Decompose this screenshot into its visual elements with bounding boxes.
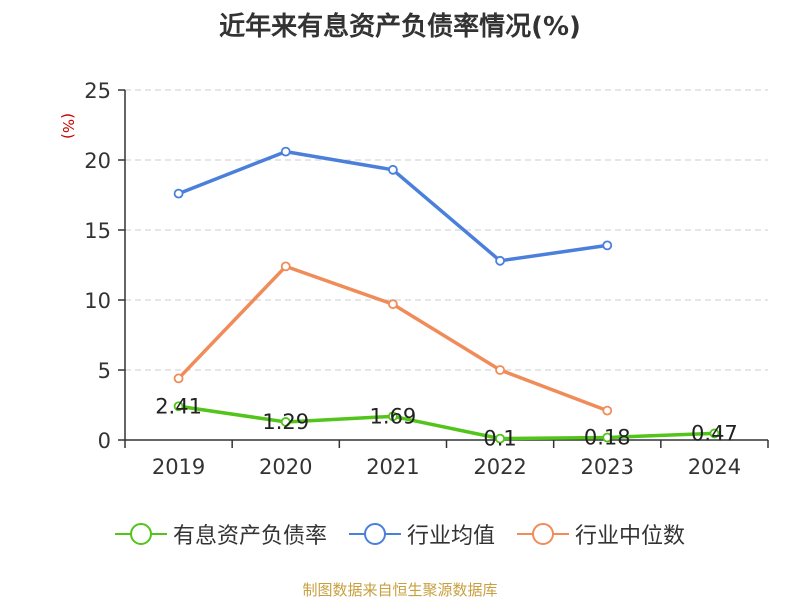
data-label: 0.18 [584,425,631,449]
legend-label: 行业中位数 [575,524,686,549]
legend-marker [114,523,167,545]
data-label: 1.69 [370,404,417,428]
source-note: 制图数据来自恒生聚源数据库 [302,581,498,599]
data-point [388,164,398,175]
data-label: 0.1 [483,427,516,451]
data-point [602,432,613,443]
data-labels: 2.41 1.29 1.69 0.1 0.18 0.47 [155,394,738,450]
legend-label: 行业均值 [406,524,495,549]
data-point [388,299,398,310]
x-tick-label: 2020 [259,455,312,479]
legend-label: 有息资产负债率 [172,524,327,549]
legend: 有息资产负债率 行业均值 行业中位数 [0,518,800,550]
y-tick-label: 20 [84,149,111,173]
data-label: 1.29 [262,410,309,434]
legend-circle [363,523,386,545]
legend-marker [348,523,401,545]
y-tick-labels: 0 5 10 15 20 25 [84,79,111,453]
x-tick-label: 2021 [366,455,419,479]
series-lines [173,146,720,444]
data-label: 2.41 [155,394,202,418]
y-tick-label: 5 [98,359,111,383]
x-tick-label: 2023 [581,455,634,479]
x-tick-labels: 2019 2020 2021 2022 2023 2024 [152,455,741,479]
data-point [173,188,184,199]
series-line-2 [177,264,608,413]
data-point [173,373,184,384]
data-point [495,255,505,266]
legend-item[interactable]: 行业中位数 [517,518,685,550]
data-point [602,405,613,416]
data-label: 0.47 [691,421,738,445]
legend-circle [129,523,152,545]
data-point [495,433,505,444]
data-point [388,411,398,422]
x-tick-label: 2022 [473,455,526,479]
grid-lines [125,89,768,371]
legend-item[interactable]: 有息资产负债率 [114,518,327,550]
x-tick-label: 2019 [152,455,205,479]
legend-item[interactable]: 行业均值 [348,518,495,550]
y-axis-label: (%) [59,113,77,139]
legend-marker [517,523,569,545]
y-tick-label: 10 [84,289,111,313]
legend-circle [532,523,554,545]
y-tick-label: 0 [98,429,111,453]
data-point [495,365,505,375]
x-tick-label: 2024 [688,455,741,479]
chart-title: 近年来有息资产负债率情况(%) [219,12,581,42]
axes [118,89,769,448]
data-point [280,146,291,157]
data-point [280,261,291,272]
y-tick-label: 25 [84,79,111,103]
data-point [602,240,613,251]
y-tick-label: 15 [84,219,111,243]
series-line-0 [178,404,715,441]
data-point [709,428,720,439]
data-point [280,417,291,427]
data-point [173,401,184,412]
